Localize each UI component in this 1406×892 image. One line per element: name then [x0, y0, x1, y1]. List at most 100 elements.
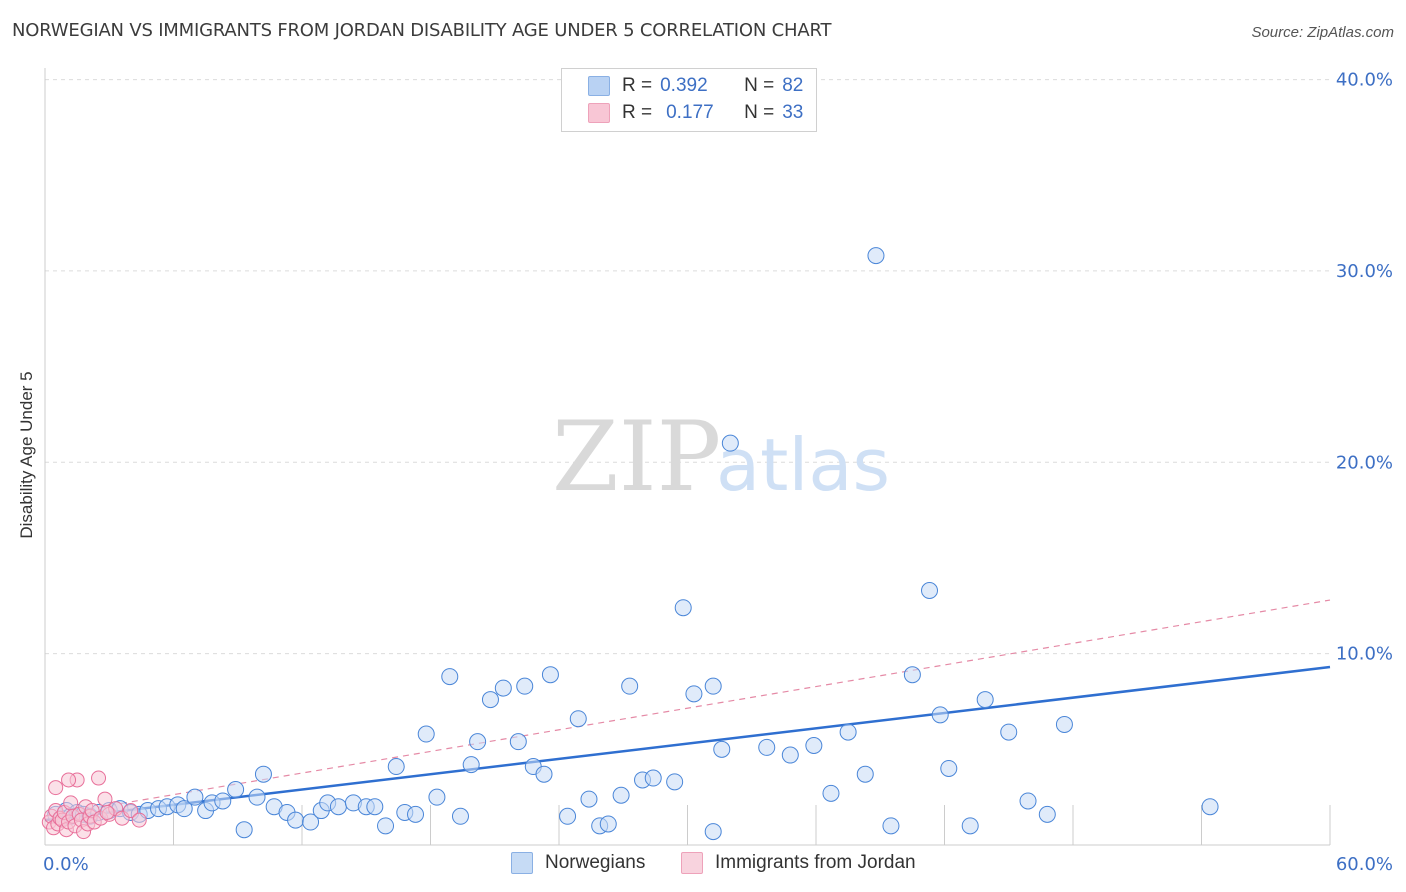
point-norwegians: [516, 677, 534, 695]
legend-n-label: N =: [744, 102, 775, 123]
legend-swatch-jordan: [588, 103, 610, 123]
legend-n-value: 82: [782, 75, 804, 96]
bottom-swatch-jordan: [681, 852, 703, 874]
point-norwegians: [227, 781, 245, 799]
point-norwegians: [494, 679, 512, 697]
point-norwegians: [976, 691, 994, 709]
y-tick-label: 10.0%: [1336, 644, 1393, 665]
point-norwegians: [704, 677, 722, 695]
point-norwegians: [441, 668, 459, 686]
point-jordan: [63, 795, 79, 811]
chart-title: NORWEGIAN VS IMMIGRANTS FROM JORDAN DISA…: [12, 20, 832, 41]
legend-r-label: R =: [622, 75, 653, 96]
point-norwegians: [248, 788, 266, 806]
legend-r-value: 0.392: [660, 75, 708, 96]
point-jordan: [91, 770, 107, 786]
y-axis-title: Disability Age Under 5: [17, 371, 36, 539]
point-norwegians: [469, 733, 487, 751]
point-norwegians: [329, 798, 347, 816]
stats-legend: R = 0.392 N = 82 R = 0.177 N = 33: [561, 68, 817, 132]
legend-r-value: 0.177: [666, 102, 714, 123]
y-tick-label: 30.0%: [1336, 261, 1393, 282]
point-norwegians: [1055, 715, 1073, 733]
watermark: ZIP atlas: [552, 401, 890, 513]
point-norwegians: [704, 823, 722, 841]
point-norwegians: [541, 666, 559, 684]
bottom-legend-label: Immigrants from Jordan: [715, 852, 916, 873]
point-norwegians: [481, 691, 499, 709]
point-norwegians: [535, 765, 553, 783]
legend-swatch-norwegians: [588, 76, 610, 96]
point-norwegians: [1038, 805, 1056, 823]
tick-labels: 10.0% 20.0% 30.0% 40.0% 0.0% 60.0%: [43, 70, 1393, 875]
point-jordan: [61, 772, 77, 788]
point-jordan: [123, 803, 139, 819]
x-tick-label: 0.0%: [43, 854, 89, 875]
point-norwegians: [621, 677, 639, 695]
point-norwegians: [822, 784, 840, 802]
point-norwegians: [462, 756, 480, 774]
x-tick-label: 60.0%: [1336, 854, 1393, 875]
point-jordan: [99, 804, 115, 820]
trend-line-jordan: [44, 599, 1331, 817]
y-tick-label: 40.0%: [1336, 70, 1393, 91]
bottom-legend-jordan: Immigrants from Jordan: [681, 852, 916, 874]
grid-lines: [45, 79, 1330, 655]
legend-n-value: 33: [782, 102, 804, 123]
point-norwegians: [1201, 798, 1219, 816]
point-norwegians: [214, 792, 232, 810]
point-norwegians: [580, 790, 598, 808]
point-norwegians: [713, 740, 731, 758]
point-norwegians: [781, 746, 799, 764]
point-jordan: [48, 780, 64, 796]
chart-source: Source: ZipAtlas.com: [1251, 24, 1394, 41]
point-norwegians: [509, 733, 527, 751]
legend-row-norwegians: R = 0.392 N = 82: [588, 75, 803, 97]
point-norwegians: [175, 800, 193, 818]
watermark-atlas: atlas: [716, 423, 890, 507]
point-norwegians: [931, 706, 949, 724]
point-norwegians: [599, 815, 617, 833]
point-norwegians: [685, 685, 703, 703]
point-norwegians: [1000, 723, 1018, 741]
point-norwegians: [940, 759, 958, 777]
point-norwegians: [366, 798, 384, 816]
point-norwegians: [1019, 792, 1037, 810]
point-norwegians: [903, 666, 921, 684]
point-norwegians: [287, 811, 305, 829]
point-norwegians: [805, 736, 823, 754]
point-norwegians: [839, 723, 857, 741]
point-norwegians: [302, 813, 320, 831]
point-norwegians: [867, 247, 885, 265]
point-norwegians: [674, 599, 692, 617]
point-norwegians: [856, 765, 874, 783]
y-tick-label: 20.0%: [1336, 452, 1393, 473]
point-norwegians: [569, 710, 587, 728]
point-norwegians: [377, 817, 395, 835]
point-norwegians: [921, 581, 939, 599]
point-norwegians: [407, 805, 425, 823]
point-norwegians: [254, 765, 272, 783]
point-norwegians: [387, 758, 405, 776]
point-norwegians: [451, 807, 469, 825]
point-norwegians: [882, 817, 900, 835]
data-points: [41, 247, 1219, 841]
bottom-swatch-norwegians: [511, 852, 533, 874]
watermark-zip: ZIP: [552, 401, 721, 513]
point-norwegians: [666, 773, 684, 791]
bottom-legend-label: Norwegians: [545, 852, 646, 873]
legend-r-label: R =: [622, 102, 653, 123]
point-norwegians: [428, 788, 446, 806]
point-norwegians: [758, 738, 776, 756]
legend-n-label: N =: [744, 75, 775, 96]
point-norwegians: [612, 786, 630, 804]
point-norwegians: [417, 725, 435, 743]
legend-row-jordan: R = 0.177 N = 33: [588, 102, 803, 124]
point-norwegians: [235, 821, 253, 839]
point-norwegians: [644, 769, 662, 787]
point-norwegians: [961, 817, 979, 835]
axes: [44, 68, 1331, 846]
bottom-legend-norwegians: Norwegians: [511, 852, 645, 874]
point-norwegians: [559, 807, 577, 825]
